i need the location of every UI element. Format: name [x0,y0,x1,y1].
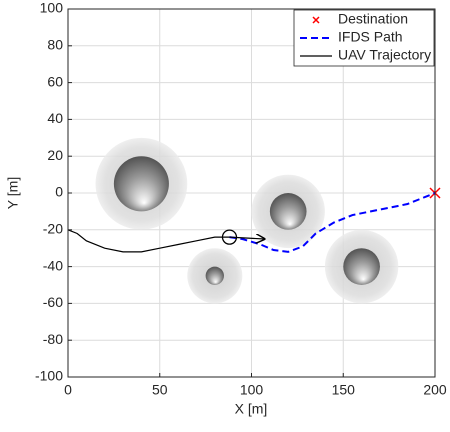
legend: Destination IFDS Path UAV Trajectory [293,9,435,67]
ticks: 0 50 100 150 200 -100 -80 -60 -40 -20 0 20 40 60 80 100 [35,0,447,398]
x-tick-label: 50 [152,382,168,398]
plot-data [67,187,441,253]
y-tick-label: 100 [40,0,64,16]
obstacle-core [113,156,169,212]
y-tick-label: -60 [43,294,63,310]
y-tick-label: -100 [35,368,63,384]
series-line [229,192,436,253]
series-line [67,229,230,253]
y-tick-label: -20 [43,221,63,237]
y-tick-label: 80 [47,37,63,53]
y-tick-label: 40 [47,110,63,126]
obstacles [95,137,399,304]
legend-label: IFDS Path [338,29,403,45]
obstacle-core [343,248,380,285]
x-tick-label: 100 [240,382,264,398]
legend-label: UAV Trajectory [338,47,431,63]
heading-arrow [229,237,264,239]
y-tick-label: -40 [43,257,63,273]
x-tick-label: 200 [423,382,447,398]
legend-swatch [312,16,320,24]
obstacle-core [269,193,307,230]
y-tick-label: 20 [47,147,63,163]
x-axis-label: X [m] [235,401,268,417]
y-tick-label: 60 [47,73,63,89]
y-axis-label: Y [m] [5,177,21,209]
x-tick-label: 0 [64,382,72,398]
y-tick-label: -80 [43,331,63,347]
y-tick-label: 0 [55,184,63,200]
uav-marker [221,229,238,245]
obstacle-core [205,266,224,285]
legend-label: Destination [338,11,408,27]
x-tick-label: 150 [332,382,356,398]
